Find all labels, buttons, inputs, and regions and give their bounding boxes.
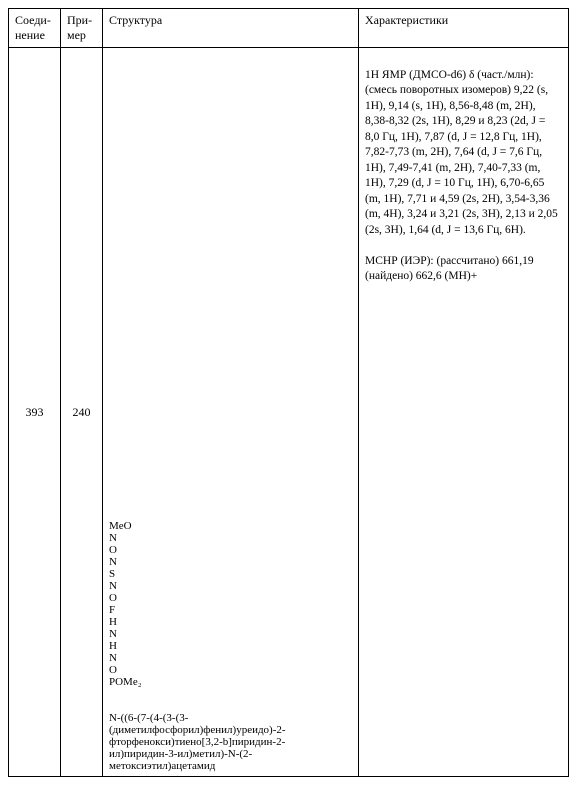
cell-structure: MeO N O N S N O F H N H N O POMe₂ N-((6-…	[103, 48, 359, 777]
header-characteristics: Характеристики	[359, 9, 569, 48]
cell-compound-no: 393	[9, 48, 61, 777]
header-example: При-мер	[61, 9, 103, 48]
header-compound: Соеди-нение	[9, 9, 61, 48]
header-structure: Структура	[103, 9, 359, 48]
cell-example-no: 240	[61, 48, 103, 777]
cell-characteristics: 1H ЯМР (ДМСО-d6) δ (част./млн): (смесь п…	[359, 48, 569, 777]
